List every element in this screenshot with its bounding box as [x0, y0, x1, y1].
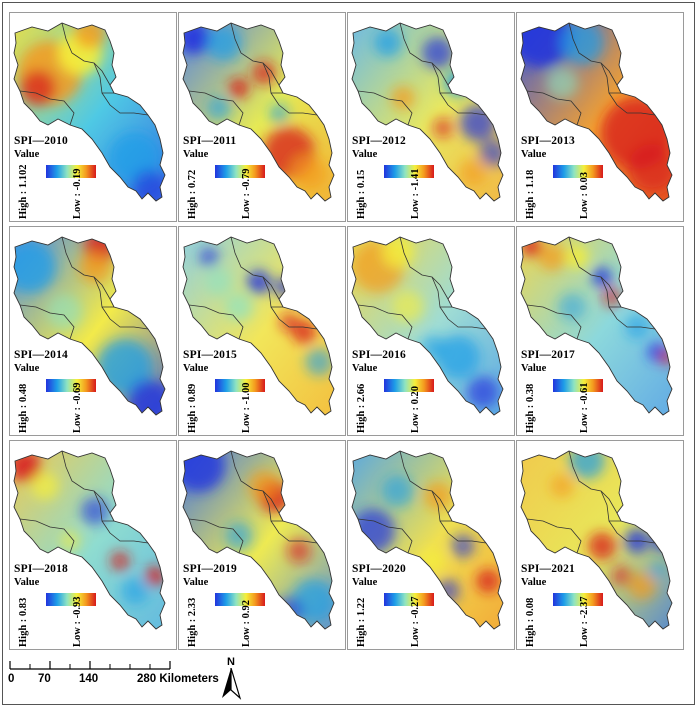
legend-low: Low : -0.19: [72, 168, 83, 219]
panel-title: SPI—2012: [352, 135, 406, 147]
legend-color-ramp: [553, 165, 603, 178]
spi-panel-2015: SPI—2015 Value High : 0.89 Low : -1.00: [178, 226, 346, 436]
legend-color-ramp: [384, 593, 434, 606]
spi-panel-2013: SPI—2013 Value High : 1.18 Low : 0.03: [516, 12, 684, 222]
value-label: Value: [352, 363, 378, 374]
legend-color-ramp: [46, 165, 96, 178]
panel-title: SPI—2020: [352, 563, 406, 575]
value-label: Value: [183, 149, 209, 160]
legend-high: High : 1.18: [525, 169, 536, 219]
legend-low: Low : -0.79: [241, 168, 252, 219]
basin-map: [520, 236, 673, 416]
legend-color-ramp: [384, 379, 434, 392]
legend-low: Low : 0.92: [241, 600, 252, 647]
value-label: Value: [14, 149, 40, 160]
legend-high: High : 0.38: [525, 383, 536, 433]
legend-high: High : 0.08: [525, 597, 536, 647]
scale-tick-0: 0: [8, 673, 15, 685]
value-label: Value: [183, 363, 209, 374]
value-label: Value: [521, 149, 547, 160]
legend-high: High : 1.22: [356, 597, 367, 647]
north-arrow-icon: N: [220, 656, 242, 700]
spi-panel-2017: SPI—2017 Value High : 0.38 Low : -0.61: [516, 226, 684, 436]
value-label: Value: [521, 577, 547, 588]
panel-title: SPI—2010: [14, 135, 68, 147]
legend-low: Low : -0.61: [579, 382, 590, 433]
spi-panel-2016: SPI—2016 Value High : 2.66 Low : 0.20: [347, 226, 515, 436]
scale-tick-70: 70: [38, 673, 51, 685]
spi-panel-2020: SPI—2020 Value High : 1.22 Low : -0.27: [347, 440, 515, 650]
spi-panel-2018: SPI—2018 Value High : 0.83 Low : -0.93: [9, 440, 177, 650]
spi-panel-2014: SPI—2014 Value High : 0.48 Low : -0.69: [9, 226, 177, 436]
value-label: Value: [183, 577, 209, 588]
scale-bar: 0 70 140 280 Kilometers: [8, 659, 238, 689]
legend-color-ramp: [553, 593, 603, 606]
legend-color-ramp: [215, 593, 265, 606]
legend-low: Low : 0.20: [410, 386, 421, 433]
legend-color-ramp: [384, 165, 434, 178]
value-label: Value: [14, 363, 40, 374]
panel-title: SPI—2014: [14, 349, 68, 361]
legend-high: High : 0.89: [187, 383, 198, 433]
scale-bar-graphic: [9, 661, 171, 670]
scale-tick-280: 280 Kilometers: [137, 673, 219, 685]
spi-panel-2011: SPI—2011 Value High : 0.72 Low : -0.79: [178, 12, 346, 222]
value-label: Value: [352, 577, 378, 588]
panel-title: SPI—2018: [14, 563, 68, 575]
north-label: N: [227, 656, 235, 668]
legend-high: High : 2.33: [187, 597, 198, 647]
panel-title: SPI—2016: [352, 349, 406, 361]
basin-map: [520, 450, 673, 630]
spi-panel-2019: SPI—2019 Value High : 2.33 Low : 0.92: [178, 440, 346, 650]
legend-low: Low : 0.03: [579, 172, 590, 219]
legend-low: Low : -0.69: [72, 382, 83, 433]
legend-high: High : 0.72: [187, 169, 198, 219]
legend-high: High : 1.102: [18, 164, 29, 219]
spi-panel-2012: SPI—2012 Value High : 0.15 Low : -1.41: [347, 12, 515, 222]
legend-color-ramp: [215, 165, 265, 178]
value-label: Value: [14, 577, 40, 588]
spi-panel-2021: SPI—2021 Value High : 0.08 Low : -2.37: [516, 440, 684, 650]
basin-map: [351, 450, 504, 630]
basin-map: [520, 22, 673, 202]
legend-low: Low : -1.00: [241, 382, 252, 433]
legend-color-ramp: [553, 379, 603, 392]
legend-high: High : 0.15: [356, 169, 367, 219]
basin-map: [351, 236, 504, 416]
value-label: Value: [521, 363, 547, 374]
basin-map: [182, 450, 335, 630]
panel-title: SPI—2021: [521, 563, 575, 575]
basin-map: [13, 22, 166, 202]
legend-low: Low : -2.37: [579, 596, 590, 647]
legend-high: High : 2.66: [356, 383, 367, 433]
legend-color-ramp: [215, 379, 265, 392]
legend-high: High : 0.83: [18, 597, 29, 647]
basin-map: [182, 22, 335, 202]
legend-color-ramp: [46, 593, 96, 606]
panel-title: SPI—2013: [521, 135, 575, 147]
basin-map: [351, 22, 504, 202]
scale-tick-140: 140: [79, 673, 99, 685]
value-label: Value: [352, 149, 378, 160]
panel-title: SPI—2017: [521, 349, 575, 361]
basin-map: [13, 450, 166, 630]
legend-low: Low : -0.93: [72, 596, 83, 647]
legend-color-ramp: [46, 379, 96, 392]
spi-panel-2010: SPI—2010 Value High : 1.102 Low : -0.19: [9, 12, 177, 222]
legend-low: Low : -1.41: [410, 168, 421, 219]
basin-map: [182, 236, 335, 416]
panel-title: SPI—2019: [183, 563, 237, 575]
legend-high: High : 0.48: [18, 383, 29, 433]
basin-map: [13, 236, 166, 416]
panel-title: SPI—2015: [183, 349, 237, 361]
panel-title: SPI—2011: [183, 135, 237, 147]
legend-low: Low : -0.27: [410, 596, 421, 647]
north-arrow-shape: [222, 668, 242, 700]
